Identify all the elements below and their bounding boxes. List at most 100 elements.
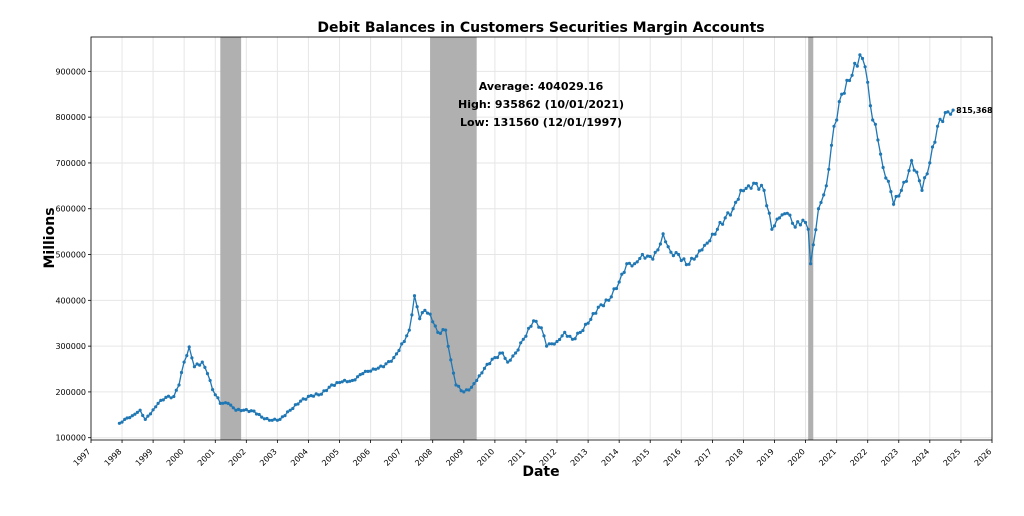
data-point (809, 262, 813, 266)
data-point (306, 394, 310, 398)
data-point (123, 417, 127, 421)
x-tick-label: 2020 (786, 447, 807, 468)
data-point (759, 183, 764, 187)
data-point (229, 403, 233, 407)
data-point (622, 270, 626, 274)
data-point (835, 118, 839, 122)
data-point (842, 91, 846, 95)
data-point (941, 119, 945, 124)
x-tick-label: 2009 (444, 447, 465, 468)
data-point (472, 382, 476, 386)
data-point (480, 371, 484, 375)
data-point (410, 313, 414, 317)
x-tick-label: 2022 (848, 447, 869, 468)
data-point (563, 330, 567, 334)
data-point (418, 317, 422, 321)
data-point (798, 223, 803, 227)
data-point (578, 330, 582, 334)
data-point (415, 305, 419, 309)
data-point (148, 412, 153, 416)
data-point (529, 324, 533, 328)
data-point (847, 78, 852, 83)
data-point (444, 328, 448, 332)
data-point (591, 312, 595, 316)
data-point (387, 360, 391, 364)
data-point (138, 408, 142, 412)
data-point (552, 342, 556, 346)
data-point (814, 228, 818, 232)
data-point (695, 254, 699, 258)
data-point (889, 190, 893, 194)
data-point (749, 186, 753, 190)
data-point (594, 311, 598, 315)
data-point (161, 398, 165, 402)
data-point (710, 232, 715, 236)
data-point (475, 378, 479, 383)
recession-band (808, 37, 814, 440)
plot-frame (90, 36, 993, 441)
stats-average: Average: 404029.16 (479, 80, 604, 93)
data-point (643, 256, 647, 260)
x-tick-label: 2013 (569, 447, 590, 468)
x-tick-label: 2019 (755, 447, 776, 468)
data-point (627, 261, 632, 265)
data-point (583, 322, 588, 326)
data-point (855, 64, 859, 68)
data-point (565, 334, 569, 338)
data-point (682, 257, 686, 261)
data-point (876, 138, 880, 142)
data-point (412, 294, 417, 298)
x-tick-label: 2006 (351, 447, 372, 468)
data-point (345, 380, 349, 384)
data-point (169, 396, 173, 400)
data-point (793, 225, 797, 229)
data-point (938, 117, 942, 121)
data-point (493, 356, 497, 360)
data-point (280, 415, 284, 419)
data-point (500, 351, 505, 355)
data-point (661, 232, 665, 236)
data-point (371, 367, 375, 371)
data-point (156, 401, 160, 405)
data-point (407, 328, 411, 332)
data-point (291, 406, 295, 411)
data-point (772, 224, 777, 228)
data-point (363, 369, 367, 373)
data-point (923, 176, 927, 180)
data-point (278, 417, 282, 421)
data-point (573, 337, 577, 341)
data-point (203, 365, 207, 369)
data-point (671, 254, 676, 258)
data-point (811, 243, 815, 247)
data-point (236, 407, 241, 411)
data-point (154, 405, 158, 409)
x-tick-label: 2023 (879, 447, 900, 468)
x-tick-label: 2021 (817, 447, 838, 468)
data-point (690, 256, 694, 260)
data-point (555, 339, 559, 344)
data-point (117, 421, 121, 425)
data-point (912, 168, 916, 172)
data-point (589, 317, 593, 321)
data-point (516, 348, 520, 352)
data-point (858, 53, 862, 57)
data-point (392, 356, 396, 360)
data-point (949, 112, 953, 116)
data-point (361, 372, 365, 376)
data-point (897, 194, 901, 198)
data-point (915, 170, 919, 174)
data-point (211, 388, 215, 392)
data-point (135, 410, 139, 414)
data-point (438, 331, 442, 335)
data-point (433, 324, 437, 328)
x-tick-label: 2002 (227, 447, 248, 468)
data-point (827, 167, 831, 171)
data-point (651, 257, 655, 261)
data-point (379, 364, 383, 368)
data-point (708, 239, 712, 243)
data-point (646, 254, 650, 258)
data-point (519, 341, 523, 345)
data-point (860, 56, 865, 61)
data-point (832, 124, 836, 128)
chart-title: Debit Balances in Customers Securities M… (317, 20, 764, 36)
